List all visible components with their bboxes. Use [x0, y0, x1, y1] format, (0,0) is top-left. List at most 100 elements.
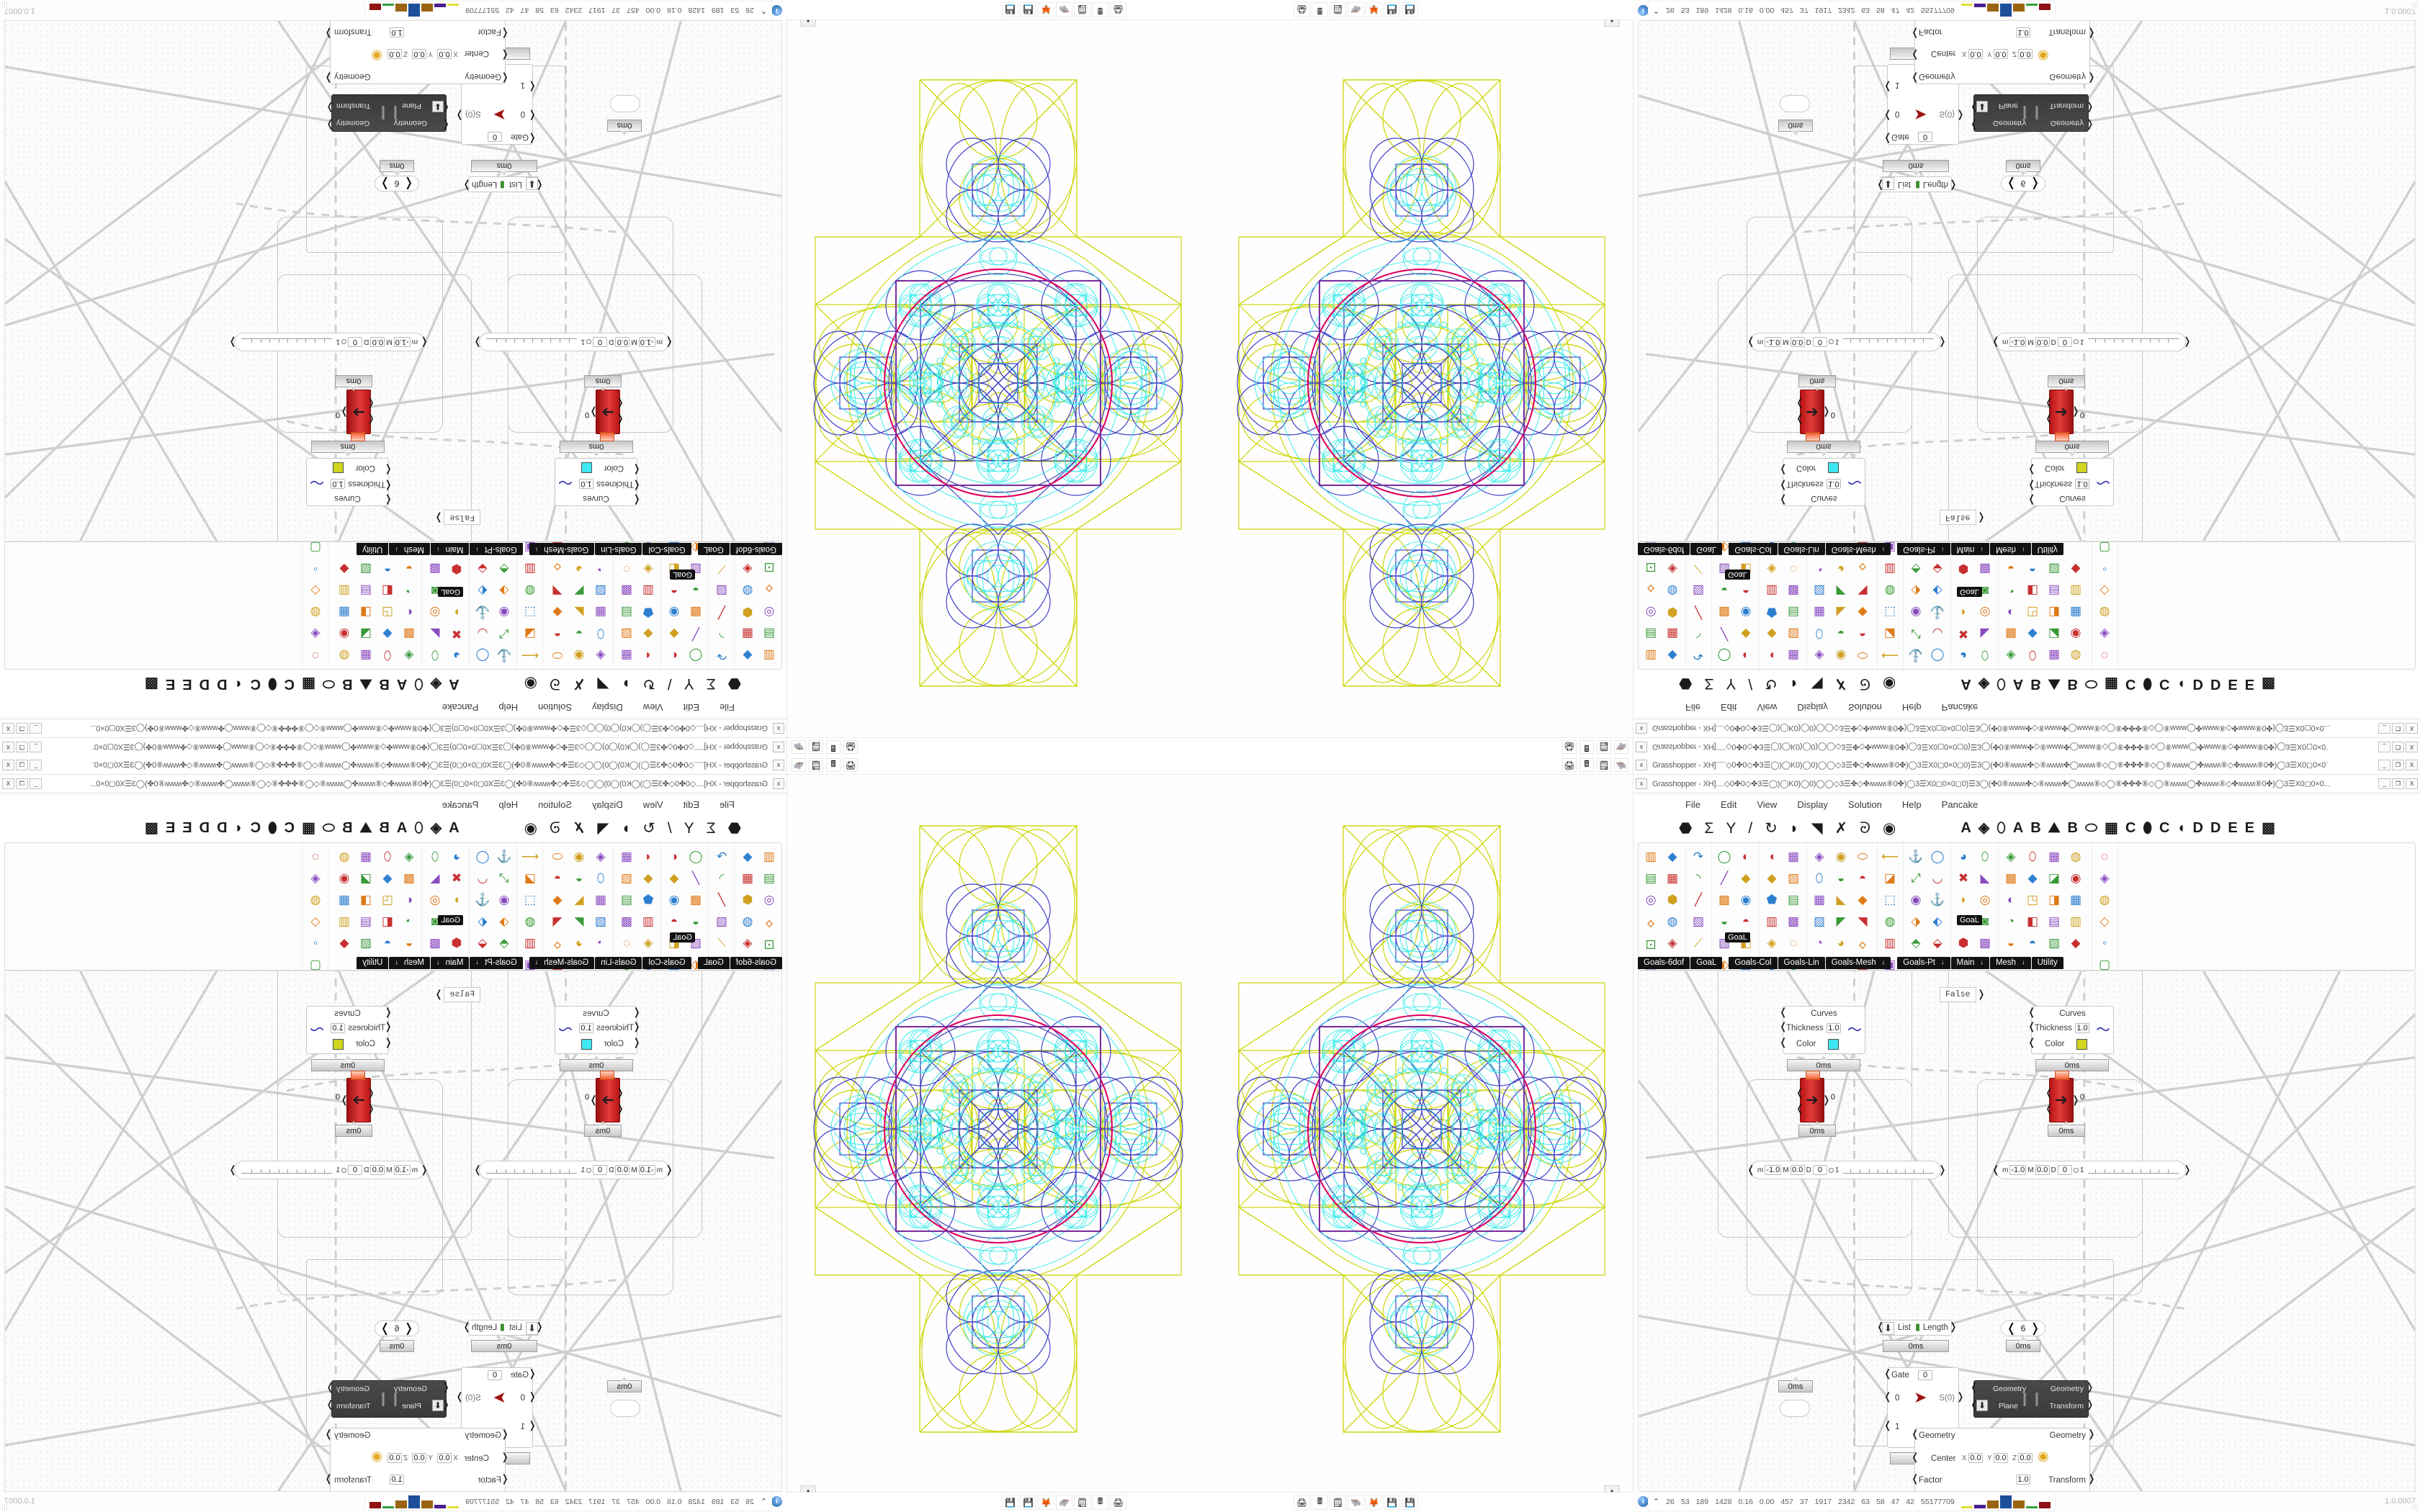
gate-nub-out[interactable]: ❭ — [455, 110, 464, 122]
rs1-min-field[interactable]: -1.0 — [1765, 337, 1782, 347]
palette-icon-utility-1[interactable]: ◈ — [310, 871, 321, 885]
rs1-ruler[interactable] — [486, 338, 577, 346]
glyph-addon-mountain-icon[interactable]: ⛰ — [2048, 820, 2061, 836]
orient-transform-node[interactable]: Geometry Plane Geometry Transform ❙❙ ⬇ ❬… — [1970, 94, 2094, 132]
palette-icon-utility-4[interactable]: ◦ — [313, 936, 318, 950]
llr-nub-right[interactable]: ❭ — [2030, 1321, 2040, 1335]
gate-nub-3[interactable]: ❬ — [528, 81, 537, 93]
palette-icon-main-8[interactable]: ⬘ — [1911, 562, 1921, 576]
llr-nub-right[interactable]: ❭ — [380, 177, 390, 191]
palette-icon-goal-1[interactable]: ◝ — [1695, 871, 1701, 885]
remap-slider-2[interactable]: m -1.0 M 0.0 D 0 1 ❬ ❭ — [228, 1161, 429, 1179]
palette-tab-mesh[interactable]: Mesh ↓ — [1989, 543, 2031, 555]
palette-icon-goals-6dof-0[interactable]: ▥ — [763, 850, 776, 863]
palette-icon-main-0[interactable]: ⚓ — [1908, 850, 1924, 863]
palette-icon-mesh-10[interactable]: ◨ — [2048, 606, 2061, 619]
palette-icon-mesh-kangaroo-0[interactable]: ◕ — [452, 649, 461, 662]
palette-icon-goals-pt-2[interactable]: ⬚ — [1883, 606, 1896, 619]
palette-icon-mesh-6[interactable]: ◪ — [2048, 627, 2061, 641]
palette-icon-goals-mesh-1[interactable]: ◉ — [573, 649, 585, 662]
palette-icon-main-6[interactable]: ⬗ — [1911, 584, 1921, 598]
palette-icon-mesh-7[interactable]: ◉ — [339, 627, 350, 641]
palette-icon-utility-0[interactable]: ◌ — [2100, 649, 2109, 662]
palette-icon-goals-col-0[interactable]: ◯ — [1717, 850, 1731, 863]
rs1-min-field[interactable]: -1.0 — [1765, 1165, 1782, 1175]
palette-icon-goals-pt-1[interactable]: ◪ — [524, 871, 537, 885]
palette-icon-goal-4[interactable]: ⟋ — [717, 562, 726, 576]
taskbar-notepad-icon[interactable]: 🗒 — [1330, 2, 1346, 17]
palette-icon-goals-mesh-10[interactable]: ◤ — [574, 584, 584, 598]
rs2-max-field[interactable]: 0.0 — [2035, 1165, 2050, 1175]
palette-tab-mesh[interactable]: Mesh ↓ — [389, 543, 431, 555]
sg1-center-z[interactable]: 0.0 — [387, 1453, 402, 1463]
palette-icon-goal-3[interactable]: ▨ — [1692, 584, 1705, 598]
palette-icon-goals-6dof-0[interactable]: ▥ — [1644, 850, 1657, 863]
menu-item-pancake[interactable]: Pancake — [1941, 702, 1978, 714]
dn-nub-in-1[interactable]: ❬ — [1970, 1381, 1978, 1392]
solver-1-nub-out[interactable]: ❭ — [589, 407, 598, 418]
gate-field[interactable]: 0 — [488, 132, 502, 142]
glyph-addon-b1-icon[interactable]: B — [379, 676, 390, 692]
palette-icon-goal-4[interactable]: ⟋ — [1694, 936, 1703, 950]
custom-preview-node-1[interactable]: Curves Thickness 1.0 Color 〜 ❬ ❬ ❬ — [555, 458, 641, 506]
palette-icon-goal-1[interactable]: ◝ — [1695, 627, 1701, 641]
close-button-2[interactable]: X — [2, 778, 14, 789]
palette-icon-goals-mesh-13[interactable]: ◕ — [1837, 936, 1845, 950]
cp1-thickness-field[interactable]: 1.0 — [579, 1023, 593, 1033]
tray-chevron-icon[interactable]: ⌃ — [1653, 6, 1660, 14]
glyph-addon-c2-icon[interactable]: C — [250, 820, 261, 836]
rs1-knob[interactable] — [586, 339, 592, 345]
palette-icon-goal-0[interactable]: ↷ — [1693, 850, 1704, 863]
glyph-sets-icon[interactable]: Y — [684, 675, 694, 693]
palette-icon-goals-6dof-2[interactable]: ▤ — [763, 871, 776, 885]
palette-icon-goals-pt-4[interactable]: ▥ — [524, 936, 537, 950]
cp1-nub-in-2[interactable]: ❬ — [1779, 480, 1788, 492]
palette-icon-goals-mesh-12[interactable]: ◔ — [596, 562, 605, 576]
palette-icon-goals-mesh-9[interactable]: ▨ — [594, 584, 607, 598]
taskbar-floppy32-icon[interactable]: 💾 — [1020, 2, 1036, 17]
list-length-node[interactable]: ⬇ List ▮ Length ❬ ❭ — [462, 1320, 544, 1336]
palette-icon-mesh-3[interactable]: ◍ — [2070, 649, 2081, 662]
glyph-addon-b2-icon[interactable]: B — [2067, 676, 2078, 692]
palette-icon-goals-mesh-14[interactable]: 🝔 — [553, 560, 562, 575]
menu-item-help[interactable]: Help — [498, 798, 519, 810]
grasshopper-canvas[interactable]: False ❭ Curves Thickness 1.0 Color 〜 ❬ ❬… — [4, 971, 782, 1492]
palette-icon-goals-pt-1[interactable]: ◪ — [1883, 871, 1896, 885]
palette-icon-goals-mesh-0[interactable]: ◈ — [596, 649, 606, 662]
palette-icon-goals-mesh-14[interactable]: 🝔 — [1858, 560, 1867, 575]
glyph-addon-d2-icon[interactable]: D — [2210, 820, 2221, 836]
custom-preview-node-2[interactable]: Curves Thickness 1.0 Color 〜 ❬ ❬ ❬ — [2027, 458, 2114, 506]
cp1-nub-in-1[interactable]: ❬ — [632, 1006, 641, 1017]
glyph-addon-b1-icon[interactable]: B — [2030, 820, 2041, 836]
gate-nub-1[interactable]: ❬ — [528, 1367, 537, 1379]
sg1-nub-out-2[interactable]: ❭ — [324, 28, 333, 40]
glyph-addon-e2-icon[interactable]: E — [165, 676, 176, 692]
palette-icon-goals-mesh-8[interactable]: ◆ — [1857, 606, 1868, 619]
glyph-addon-sheep-icon[interactable]: ⬯ — [414, 676, 424, 692]
tab-overflow-arrow-icon[interactable]: ↓ — [395, 958, 398, 966]
palette-icon-goals-6dof-4[interactable]: ◎ — [1645, 606, 1657, 619]
palette-icon-goals-col-6[interactable]: ◒ — [691, 914, 700, 928]
cp2-color-swatch[interactable] — [333, 1039, 344, 1050]
palette-icon-mesh-2[interactable]: ▦ — [2048, 649, 2061, 662]
relay-node[interactable] — [610, 1400, 640, 1417]
palette-icon-goals-col-0[interactable]: ◯ — [689, 850, 703, 863]
rs1-knob[interactable] — [1828, 339, 1834, 345]
palette-icon-main-0[interactable]: ⚓ — [496, 649, 512, 662]
glyph-addon-ellipse-icon[interactable]: ⬮ — [2143, 820, 2152, 836]
tab-overflow-arrow-icon[interactable]: ↓ — [1980, 958, 1984, 966]
palette-icon-mesh-8[interactable]: ◐ — [405, 606, 413, 619]
rs1-ruler[interactable] — [1843, 1166, 1934, 1174]
palette-icon-main-3[interactable]: ◡ — [1932, 871, 1943, 885]
flatten-icon[interactable]: ⬇ — [1882, 1322, 1894, 1335]
palette-icon-mesh-18[interactable]: ▧ — [359, 562, 372, 576]
palette-tab-goals-lin[interactable]: Goals-Lin — [1778, 543, 1825, 555]
gate-nub-3[interactable]: ❬ — [1883, 1419, 1892, 1431]
palette-icon-main-2[interactable]: ⤢ — [499, 627, 509, 641]
taskbar-floppy32-icon[interactable]: 💾 — [1384, 2, 1400, 17]
palette-icon-goals-lin-6[interactable]: ▥ — [1765, 914, 1778, 928]
glyph-addon-grid-icon[interactable]: ▦ — [2105, 676, 2118, 692]
palette-tab-goals-col[interactable]: Goals-Col — [1729, 543, 1778, 555]
minimize-button-1[interactable]: _ — [2378, 760, 2390, 770]
scale-geometry-node-1[interactable]: Geometry Center X 0.0 Y 0.0 Z 0.0 ◉ Fact… — [1911, 20, 2096, 84]
